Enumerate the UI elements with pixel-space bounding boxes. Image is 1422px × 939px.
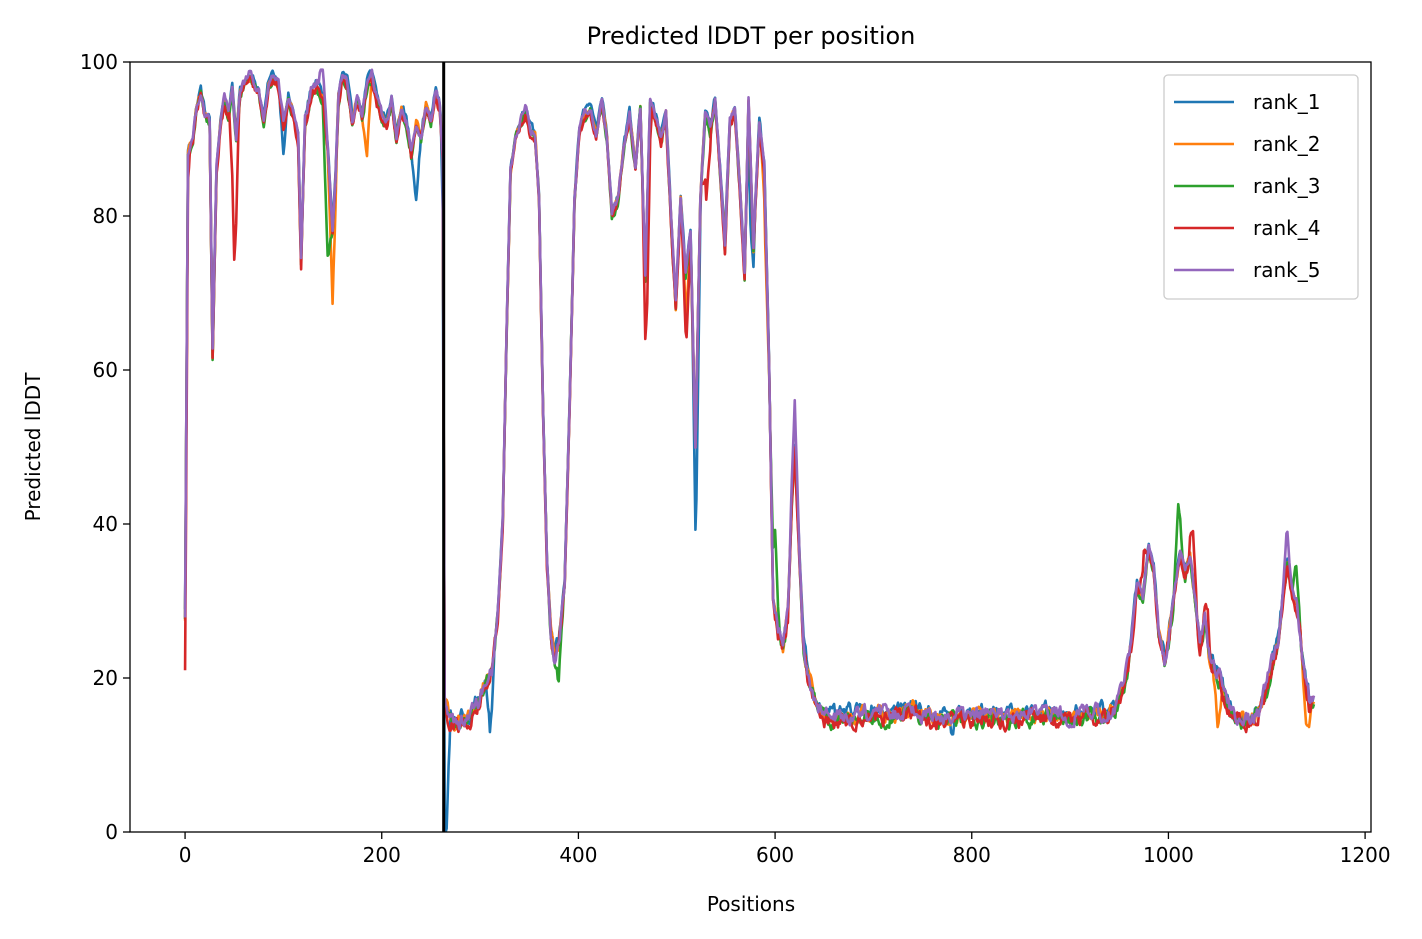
- x-tick-label: 0: [179, 843, 192, 867]
- x-tick-label: 200: [363, 843, 401, 867]
- y-tick-label: 60: [93, 358, 118, 382]
- legend-label-rank-1: rank_1: [1253, 90, 1320, 114]
- x-axis: 0 200 400 600 800 1000 1200: [179, 832, 1391, 867]
- x-tick-label: 600: [756, 843, 794, 867]
- y-tick-label: 80: [93, 204, 118, 228]
- x-tick-label: 400: [559, 843, 597, 867]
- legend: rank_1 rank_2 rank_3 rank_4 rank_5: [1163, 74, 1359, 300]
- x-tick-label: 1200: [1340, 843, 1391, 867]
- y-tick-label: 20: [93, 666, 118, 690]
- plot-frame: [129, 61, 1372, 833]
- legend-box: [1163, 74, 1359, 300]
- chart-title: Predicted lDDT per position: [587, 22, 916, 50]
- x-axis-label: Positions: [707, 892, 795, 916]
- legend-label-rank-2: rank_2: [1253, 132, 1320, 156]
- plot-area: [183, 68, 1316, 832]
- y-axis: 0 20 40 60 80 100: [80, 50, 130, 844]
- y-tick-label: 100: [80, 50, 118, 74]
- legend-label-rank-5: rank_5: [1253, 258, 1320, 282]
- series-line-rank-5: [183, 68, 1316, 731]
- y-axis-label: Predicted lDDT: [21, 372, 45, 522]
- y-tick-label: 0: [105, 820, 118, 844]
- legend-label-rank-4: rank_4: [1253, 216, 1320, 240]
- y-tick-label: 40: [93, 512, 118, 536]
- legend-label-rank-3: rank_3: [1253, 174, 1320, 198]
- x-tick-label: 800: [953, 843, 991, 867]
- x-tick-label: 1000: [1143, 843, 1194, 867]
